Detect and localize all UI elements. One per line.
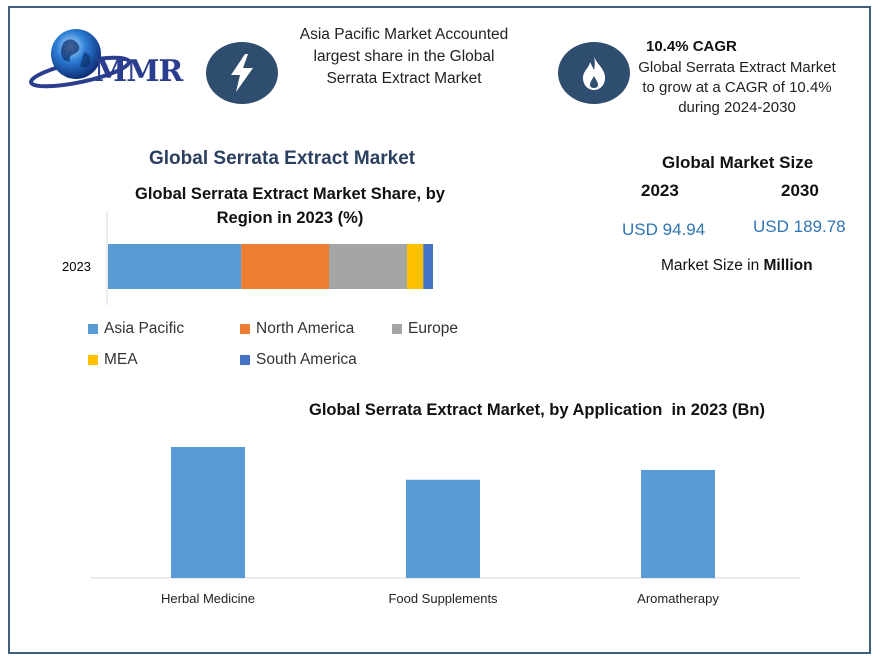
legend-label: MEA bbox=[104, 351, 138, 368]
region-bar-mea bbox=[407, 244, 424, 289]
mmr-logo: MMR bbox=[28, 24, 188, 94]
year-2023: 2023 bbox=[641, 181, 679, 200]
legend-swatch bbox=[240, 324, 250, 334]
globe-icon bbox=[29, 29, 131, 89]
legend-swatch bbox=[392, 324, 402, 334]
legend-swatch bbox=[88, 355, 98, 365]
region-category-label: 2023 bbox=[62, 259, 91, 274]
legend-north-america: North America bbox=[240, 320, 354, 338]
legend-south-america: South America bbox=[240, 351, 357, 369]
application-bar-aromatherapy bbox=[641, 469, 715, 578]
application-chart-title: Global Serrata Extract Market, by Applic… bbox=[308, 401, 765, 419]
year-2030: 2030 bbox=[781, 181, 819, 200]
legend-swatch bbox=[88, 324, 98, 334]
lightning-icon bbox=[206, 42, 278, 104]
region-highlight-text: Asia Pacific Market Accounted largest sh… bbox=[299, 26, 509, 87]
legend-asia-pacific: Asia Pacific bbox=[88, 320, 184, 338]
legend-label: Europe bbox=[408, 320, 458, 337]
cagr-text: Global Serrata Extract Market to grow at… bbox=[638, 59, 836, 116]
legend-label: South America bbox=[256, 351, 357, 368]
legend-label: North America bbox=[256, 320, 355, 337]
application-bar-chart: Herbal Medicine Food Supplements Aromather… bbox=[90, 447, 800, 606]
legend-label: Asia Pacific bbox=[104, 320, 185, 337]
application-category-label: Aromatherapy bbox=[637, 591, 719, 606]
cagr-title: 10.4% CAGR bbox=[646, 38, 737, 55]
region-stacked-bar-chart: 2023 bbox=[62, 211, 433, 305]
legend-swatch bbox=[240, 355, 250, 365]
application-bar-food-supplements bbox=[406, 479, 480, 578]
flame-icon bbox=[558, 42, 630, 104]
unit-label: Market Size in bbox=[661, 257, 764, 274]
market-size-unit: Market Size in Million bbox=[661, 257, 813, 275]
unit-bold: Million bbox=[763, 257, 813, 274]
value-2023: USD 94.94 bbox=[622, 220, 706, 239]
legend-mea: MEA bbox=[88, 351, 138, 369]
region-bar-asia-pacific bbox=[108, 244, 242, 289]
region-bar-north-america bbox=[241, 244, 329, 289]
market-size-title: Global Market Size bbox=[662, 153, 814, 172]
application-category-label: Herbal Medicine bbox=[161, 591, 255, 606]
value-2030: USD 189.78 bbox=[753, 217, 846, 236]
region-bar-south-america bbox=[423, 244, 433, 289]
logo-text: MMR bbox=[94, 54, 183, 89]
main-title: Global Serrata Extract Market bbox=[149, 148, 416, 169]
legend-europe: Europe bbox=[392, 320, 458, 338]
application-bar-herbal-medicine bbox=[171, 447, 245, 578]
region-chart-title: Global Serrata Extract Market Share, by … bbox=[135, 185, 445, 227]
application-category-label: Food Supplements bbox=[388, 591, 498, 606]
region-bar-europe bbox=[329, 244, 407, 289]
